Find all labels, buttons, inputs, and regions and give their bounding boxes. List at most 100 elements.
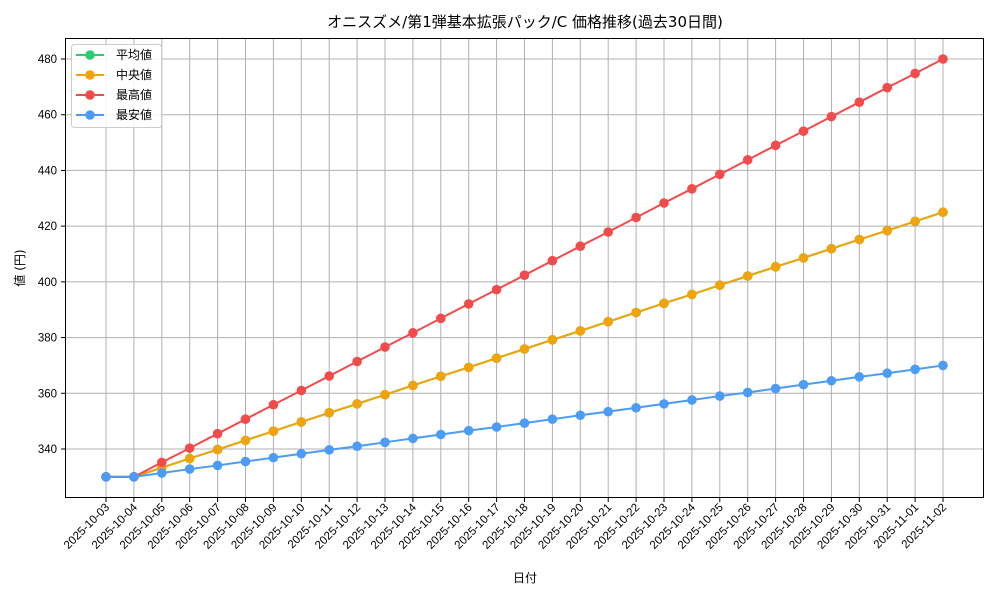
data-point — [631, 212, 641, 223]
y-tick-label: 420 — [38, 221, 57, 233]
y-axis: 340 360 380 400 420 440 460 480 — [38, 54, 66, 456]
data-point — [408, 380, 418, 391]
data-point — [687, 184, 697, 194]
y-tick-label: 480 — [38, 54, 57, 66]
data-point — [380, 437, 390, 448]
data-point — [519, 344, 530, 354]
data-point — [184, 453, 195, 464]
data-point — [798, 253, 809, 263]
data-point — [687, 289, 697, 300]
data-point — [463, 425, 474, 436]
legend-marker-icon — [85, 110, 95, 120]
data-point — [212, 428, 223, 439]
legend-marker-icon — [85, 50, 95, 60]
data-point — [938, 54, 948, 64]
data-point — [631, 402, 641, 413]
data-point — [742, 155, 753, 165]
data-point — [659, 198, 669, 208]
y-tick-label: 340 — [38, 444, 57, 456]
data-point — [268, 399, 279, 410]
y-tick-label: 440 — [38, 165, 57, 177]
data-point — [352, 356, 362, 367]
data-point — [380, 342, 390, 352]
data-point — [547, 335, 558, 345]
y-tick-label: 360 — [38, 388, 57, 400]
data-point — [268, 452, 279, 463]
data-point — [240, 435, 251, 446]
data-point — [157, 457, 167, 468]
data-point — [659, 298, 669, 309]
data-point — [436, 313, 446, 324]
data-point — [324, 407, 335, 418]
data-point — [742, 271, 753, 281]
data-point — [408, 433, 418, 444]
data-point — [380, 389, 390, 400]
data-point — [212, 444, 223, 455]
data-point — [715, 280, 725, 291]
data-point — [324, 445, 335, 455]
data-point — [352, 399, 362, 409]
legend-label: 最高値 — [116, 87, 152, 102]
data-point — [770, 140, 781, 151]
data-point — [324, 371, 335, 381]
data-point — [854, 97, 865, 107]
x-axis-label: 日付 — [513, 571, 537, 585]
data-point — [603, 406, 613, 417]
data-point — [575, 410, 586, 421]
data-point — [268, 426, 279, 436]
data-point — [631, 307, 641, 318]
data-series — [101, 54, 948, 482]
data-point — [910, 216, 920, 227]
data-point — [547, 414, 558, 424]
data-point — [184, 443, 195, 453]
data-point — [715, 391, 725, 401]
data-point — [854, 234, 865, 245]
data-point — [436, 429, 446, 440]
data-point — [575, 326, 586, 336]
data-point — [826, 243, 837, 254]
data-point — [826, 111, 837, 122]
grid-lines — [66, 39, 983, 497]
data-point — [547, 255, 558, 266]
data-point — [882, 368, 892, 379]
data-point — [491, 422, 502, 432]
legend-label: 中央値 — [116, 67, 152, 82]
data-point — [687, 395, 697, 405]
data-point — [212, 460, 223, 471]
data-point — [296, 448, 307, 459]
data-point — [770, 262, 781, 272]
data-point — [463, 362, 474, 373]
data-point — [882, 82, 892, 93]
series-line — [101, 207, 948, 482]
data-point — [910, 68, 920, 79]
data-point — [129, 472, 139, 482]
data-point — [240, 456, 251, 467]
data-point — [491, 353, 502, 363]
data-point — [938, 207, 948, 218]
data-point — [854, 372, 865, 382]
data-point — [659, 399, 669, 409]
x-axis: 2025-10-032025-10-042025-10-052025-10-06… — [62, 497, 949, 552]
data-point — [240, 414, 251, 424]
y-tick-label: 380 — [38, 333, 57, 345]
data-point — [157, 468, 167, 478]
data-point — [798, 126, 809, 136]
y-tick-label: 460 — [38, 110, 57, 122]
data-point — [408, 328, 418, 338]
data-point — [101, 472, 111, 482]
data-point — [519, 270, 530, 280]
data-point — [296, 385, 307, 396]
data-point — [938, 360, 948, 371]
legend-label: 最安値 — [116, 107, 152, 122]
data-point — [882, 225, 892, 236]
legend-box — [71, 44, 162, 128]
data-point — [826, 375, 837, 386]
data-point — [910, 364, 920, 375]
data-point — [184, 464, 195, 474]
data-point — [715, 169, 725, 180]
legend-marker-icon — [85, 90, 95, 100]
data-point — [603, 227, 613, 237]
y-axis-label: 値 (円) — [12, 249, 27, 286]
data-point — [770, 383, 781, 394]
